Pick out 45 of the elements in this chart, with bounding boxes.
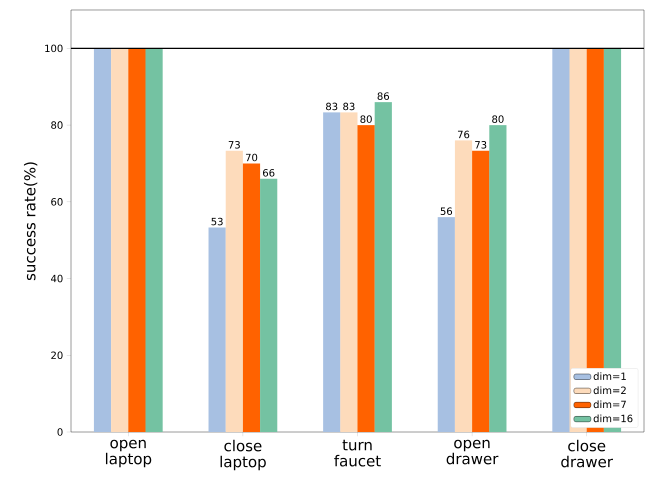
- bar: [128, 48, 146, 432]
- y-tick-label: 80: [51, 121, 63, 129]
- data-label: 86: [378, 92, 390, 100]
- x-tick-label: close laptop: [220, 440, 266, 470]
- y-tick-label: 100: [45, 44, 63, 52]
- bar: [374, 102, 392, 432]
- legend-label: dim=1: [594, 372, 626, 380]
- y-tick-label: 40: [50, 274, 63, 282]
- bar: [145, 48, 163, 432]
- data-label: 70: [246, 154, 258, 162]
- x-tick-label: close drawer: [561, 440, 613, 468]
- bar: [242, 163, 260, 432]
- data-label: 73: [228, 141, 240, 149]
- bar: [208, 228, 226, 432]
- data-label: 56: [440, 207, 452, 215]
- legend-label: dim=7: [594, 400, 626, 408]
- data-label: 73: [475, 141, 486, 149]
- data-label: 83: [326, 102, 338, 110]
- bar: [94, 48, 112, 432]
- data-label: 83: [343, 102, 354, 110]
- legend-label: dim=16: [594, 414, 632, 422]
- data-label: 53: [212, 218, 223, 226]
- bar: [111, 48, 128, 432]
- y-tick-label: 0: [58, 428, 63, 436]
- data-label: 76: [458, 130, 470, 138]
- x-tick-label: turn faucet: [334, 440, 381, 467]
- y-tick-label: 20: [51, 351, 63, 360]
- y-tick-label: 60: [51, 198, 63, 206]
- data-label: 66: [263, 169, 274, 177]
- x-tick-label: open drawer: [446, 440, 498, 464]
- bar: [489, 125, 506, 432]
- bar: [340, 112, 358, 432]
- bar: [454, 140, 472, 432]
- data-label: 80: [492, 115, 504, 123]
- legend-label: dim=2: [594, 386, 626, 394]
- bar: [226, 150, 243, 432]
- bar: [438, 217, 455, 432]
- bar: [552, 48, 570, 432]
- bar: [323, 112, 340, 432]
- bar: [358, 125, 375, 432]
- bar: [260, 178, 278, 432]
- y-axis-title: success rate(%): [24, 162, 38, 280]
- x-tick-label: open laptop: [106, 440, 152, 468]
- bar: [472, 150, 490, 432]
- data-label: 80: [360, 115, 372, 123]
